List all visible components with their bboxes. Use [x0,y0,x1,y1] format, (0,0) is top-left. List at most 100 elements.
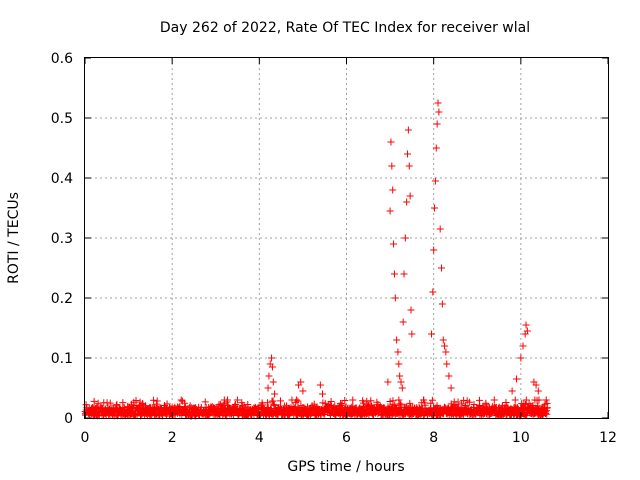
baseline-point [543,404,551,412]
baseline-point [465,398,473,406]
data-point [438,300,446,308]
baseline-point [139,400,147,408]
data-points [81,99,551,420]
data-point [532,381,540,389]
baseline-point [475,396,483,404]
data-point [271,390,279,398]
data-point [404,126,412,134]
data-point [400,270,408,278]
data-point [438,264,446,272]
x-tick-label: 10 [512,430,530,446]
data-point [405,162,413,170]
baseline-point [454,398,462,406]
baseline-point [482,400,490,408]
data-point [393,336,401,344]
baseline-point [427,399,435,407]
data-point [441,342,449,350]
data-point [297,378,305,386]
data-point [534,387,542,395]
baseline-point [522,396,530,404]
data-point [445,372,453,380]
baseline-point [201,398,209,406]
data-point [399,318,407,326]
data-point [512,375,520,383]
data-point [386,207,394,215]
data-point [434,99,442,107]
data-point [406,192,414,200]
data-point [401,234,409,242]
baseline-point [389,397,397,405]
data-point [435,108,443,116]
data-point [264,384,272,392]
y-tick-label: 0.3 [51,231,73,247]
baseline-point [276,397,284,405]
data-point [517,354,525,362]
baseline-point [270,400,278,408]
baseline-point [535,396,543,404]
baseline-point [270,402,278,410]
x-tick-label: 12 [599,430,617,446]
data-point [268,363,276,371]
baseline-point [181,399,189,407]
data-point [269,378,277,386]
baseline-point [263,399,271,407]
x-tick-label: 6 [342,430,351,446]
y-tick-label: 0.6 [51,51,73,67]
data-point [432,144,440,152]
baseline-point [303,411,311,419]
baseline-point [240,403,248,411]
data-point [442,348,450,356]
baseline-point [150,396,158,404]
data-point [390,240,398,248]
plot-frame [84,57,609,419]
data-point [429,288,437,296]
data-point [316,381,324,389]
data-point [430,246,438,254]
baseline-point [269,397,277,405]
baseline-point [428,396,436,404]
data-point [319,390,327,398]
data-point [522,321,530,329]
x-tick-label: 2 [168,430,177,446]
data-point [519,342,527,350]
data-point [395,360,403,368]
baseline-point [292,396,300,404]
data-point [431,204,439,212]
data-point [390,270,398,278]
x-axis-label: GPS time / hours [287,459,404,475]
baseline-point [153,397,161,405]
data-point [397,378,405,386]
data-point [408,330,416,338]
baseline-point [224,396,232,404]
y-axis-ticks: 0 0.1 0.2 0.3 0.4 0.5 0.6 [51,51,608,427]
data-point [265,372,273,380]
data-point [299,387,307,395]
y-tick-label: 0.4 [51,171,73,187]
y-tick-label: 0 [64,411,73,427]
baseline-point [397,401,405,409]
baseline-point [395,396,403,404]
data-point [407,306,415,314]
baseline-point [490,396,498,404]
data-point [396,372,404,380]
x-tick-label: 8 [429,430,438,446]
data-point [427,330,435,338]
baseline-point [244,401,252,409]
baseline-point [106,399,114,407]
baseline-point [327,397,335,405]
baseline-point [294,397,302,405]
x-tick-label: 0 [81,430,90,446]
y-tick-label: 0.1 [51,351,73,367]
y-tick-label: 0.5 [51,111,73,127]
baseline-point [420,396,428,404]
baseline-point [233,396,241,404]
data-point [447,384,455,392]
data-point [508,387,516,395]
data-point [404,150,412,158]
x-axis-ticks: 0 2 4 6 8 10 12 [81,58,617,446]
y-tick-label: 0.2 [51,291,73,307]
baseline-point [367,397,375,405]
baseline-point [90,397,98,405]
x-tick-label: 4 [255,430,264,446]
